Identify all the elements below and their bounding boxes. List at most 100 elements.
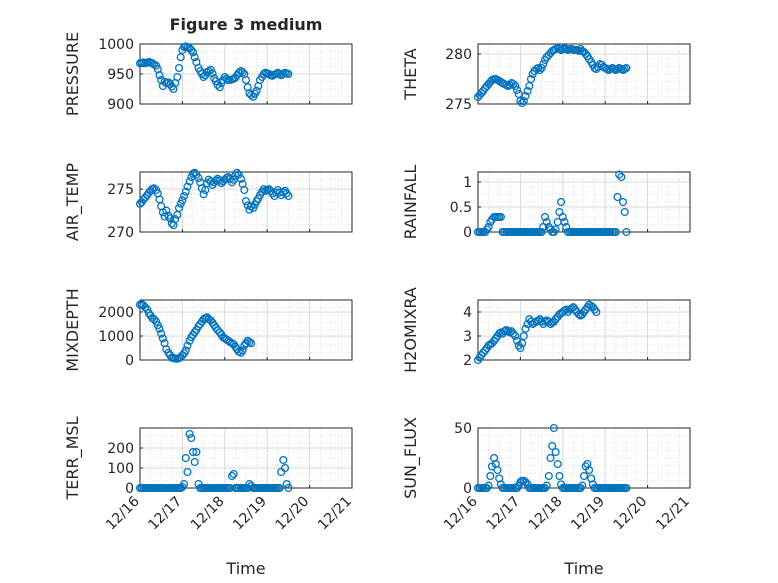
y-tick-label: 2	[463, 353, 472, 369]
subplot-theta: 275 280 THETA	[401, 43, 691, 113]
y-tick-label: 200	[107, 441, 134, 457]
data-point	[539, 59, 548, 69]
data-point	[188, 447, 198, 457]
data-point	[613, 192, 622, 202]
data-point	[551, 447, 560, 457]
data-point	[181, 346, 190, 355]
data-point	[553, 459, 562, 469]
data-point	[578, 481, 587, 490]
data-point	[549, 423, 558, 433]
axis-frame	[139, 171, 353, 233]
data-point	[512, 85, 522, 95]
data-point	[519, 96, 528, 106]
data-point	[181, 453, 190, 463]
y-axis-label: TERR_MSL	[63, 416, 83, 500]
data-point	[534, 63, 543, 73]
data-point	[234, 68, 243, 77]
data-point	[141, 303, 150, 312]
data-point	[579, 471, 589, 481]
data-point	[245, 337, 254, 347]
data-point	[535, 65, 544, 75]
data-point	[241, 197, 251, 206]
subplot-airtemp: 270 275 AIR_TEMP	[63, 163, 353, 241]
y-tick-label: 275	[107, 182, 134, 198]
data-point	[511, 81, 520, 91]
y-tick-label: 275	[445, 97, 472, 113]
y-tick-label: 280	[445, 47, 472, 63]
data-point	[162, 206, 171, 215]
data-point	[519, 331, 528, 341]
data-point	[247, 481, 256, 491]
data-point	[284, 69, 293, 79]
y-tick-label: 900	[107, 97, 134, 113]
subplot-rainfall: 0 0.5 1 RAINFALL	[401, 165, 691, 241]
data-point	[521, 477, 530, 487]
data-point	[493, 465, 502, 475]
data-point	[180, 479, 189, 489]
data-point	[551, 225, 560, 234]
y-tick-label: 0	[463, 225, 472, 241]
data-point	[238, 346, 247, 355]
data-point	[484, 481, 493, 490]
data-point	[280, 463, 290, 473]
data-point	[620, 207, 629, 217]
data-point	[479, 348, 488, 357]
data-point	[496, 212, 505, 222]
data-point	[149, 184, 159, 193]
data-point	[509, 329, 518, 338]
data-point	[521, 324, 530, 333]
data-point	[229, 469, 238, 479]
data-point	[592, 64, 601, 74]
y-axis-label: SUN_FLUX	[401, 417, 421, 499]
data-point	[618, 197, 628, 207]
subplot-mixdepth: 0 1000 2000 MIXDEPTH	[63, 288, 353, 372]
data-point	[215, 83, 224, 92]
data-point	[233, 168, 242, 177]
data-point	[544, 471, 553, 481]
data-point	[284, 191, 293, 201]
y-tick-label: 0	[125, 353, 134, 369]
data-point	[521, 91, 530, 101]
y-axis-label: RAINFALL	[401, 165, 420, 240]
data-point	[155, 71, 164, 80]
data-point	[526, 74, 536, 84]
data-point	[227, 471, 237, 481]
data-point	[149, 315, 159, 324]
data-point	[511, 331, 520, 341]
data-point	[523, 86, 532, 96]
data-point	[234, 170, 243, 179]
data-point	[183, 182, 192, 191]
data-point	[183, 467, 192, 477]
data-point	[192, 447, 201, 457]
data-point	[537, 63, 546, 73]
data-point	[562, 222, 571, 232]
data-point	[174, 203, 184, 213]
data-point	[178, 196, 187, 205]
data-point	[486, 471, 495, 481]
data-point	[548, 441, 557, 451]
data-point	[158, 334, 167, 343]
subplot-pressure: 900 950 1000 PRESSURE	[63, 32, 353, 116]
data-point	[185, 429, 194, 439]
y-tick-label: 4	[463, 305, 472, 321]
data-point	[558, 212, 567, 222]
data-point	[279, 455, 288, 465]
data-point	[585, 465, 594, 475]
data-point	[190, 168, 199, 177]
data-point	[622, 63, 631, 73]
data-point	[546, 453, 555, 463]
data-point	[518, 339, 527, 348]
data-point	[557, 197, 566, 207]
data-point	[611, 227, 620, 237]
data-point	[516, 96, 525, 106]
y-tick-label: 0.5	[450, 200, 472, 216]
data-point	[187, 433, 196, 443]
data-point	[166, 214, 175, 223]
data-point	[199, 190, 208, 199]
data-point	[509, 79, 518, 89]
data-point	[181, 187, 190, 196]
data-point	[551, 315, 560, 324]
data-point	[213, 80, 222, 89]
data-point	[247, 202, 256, 211]
